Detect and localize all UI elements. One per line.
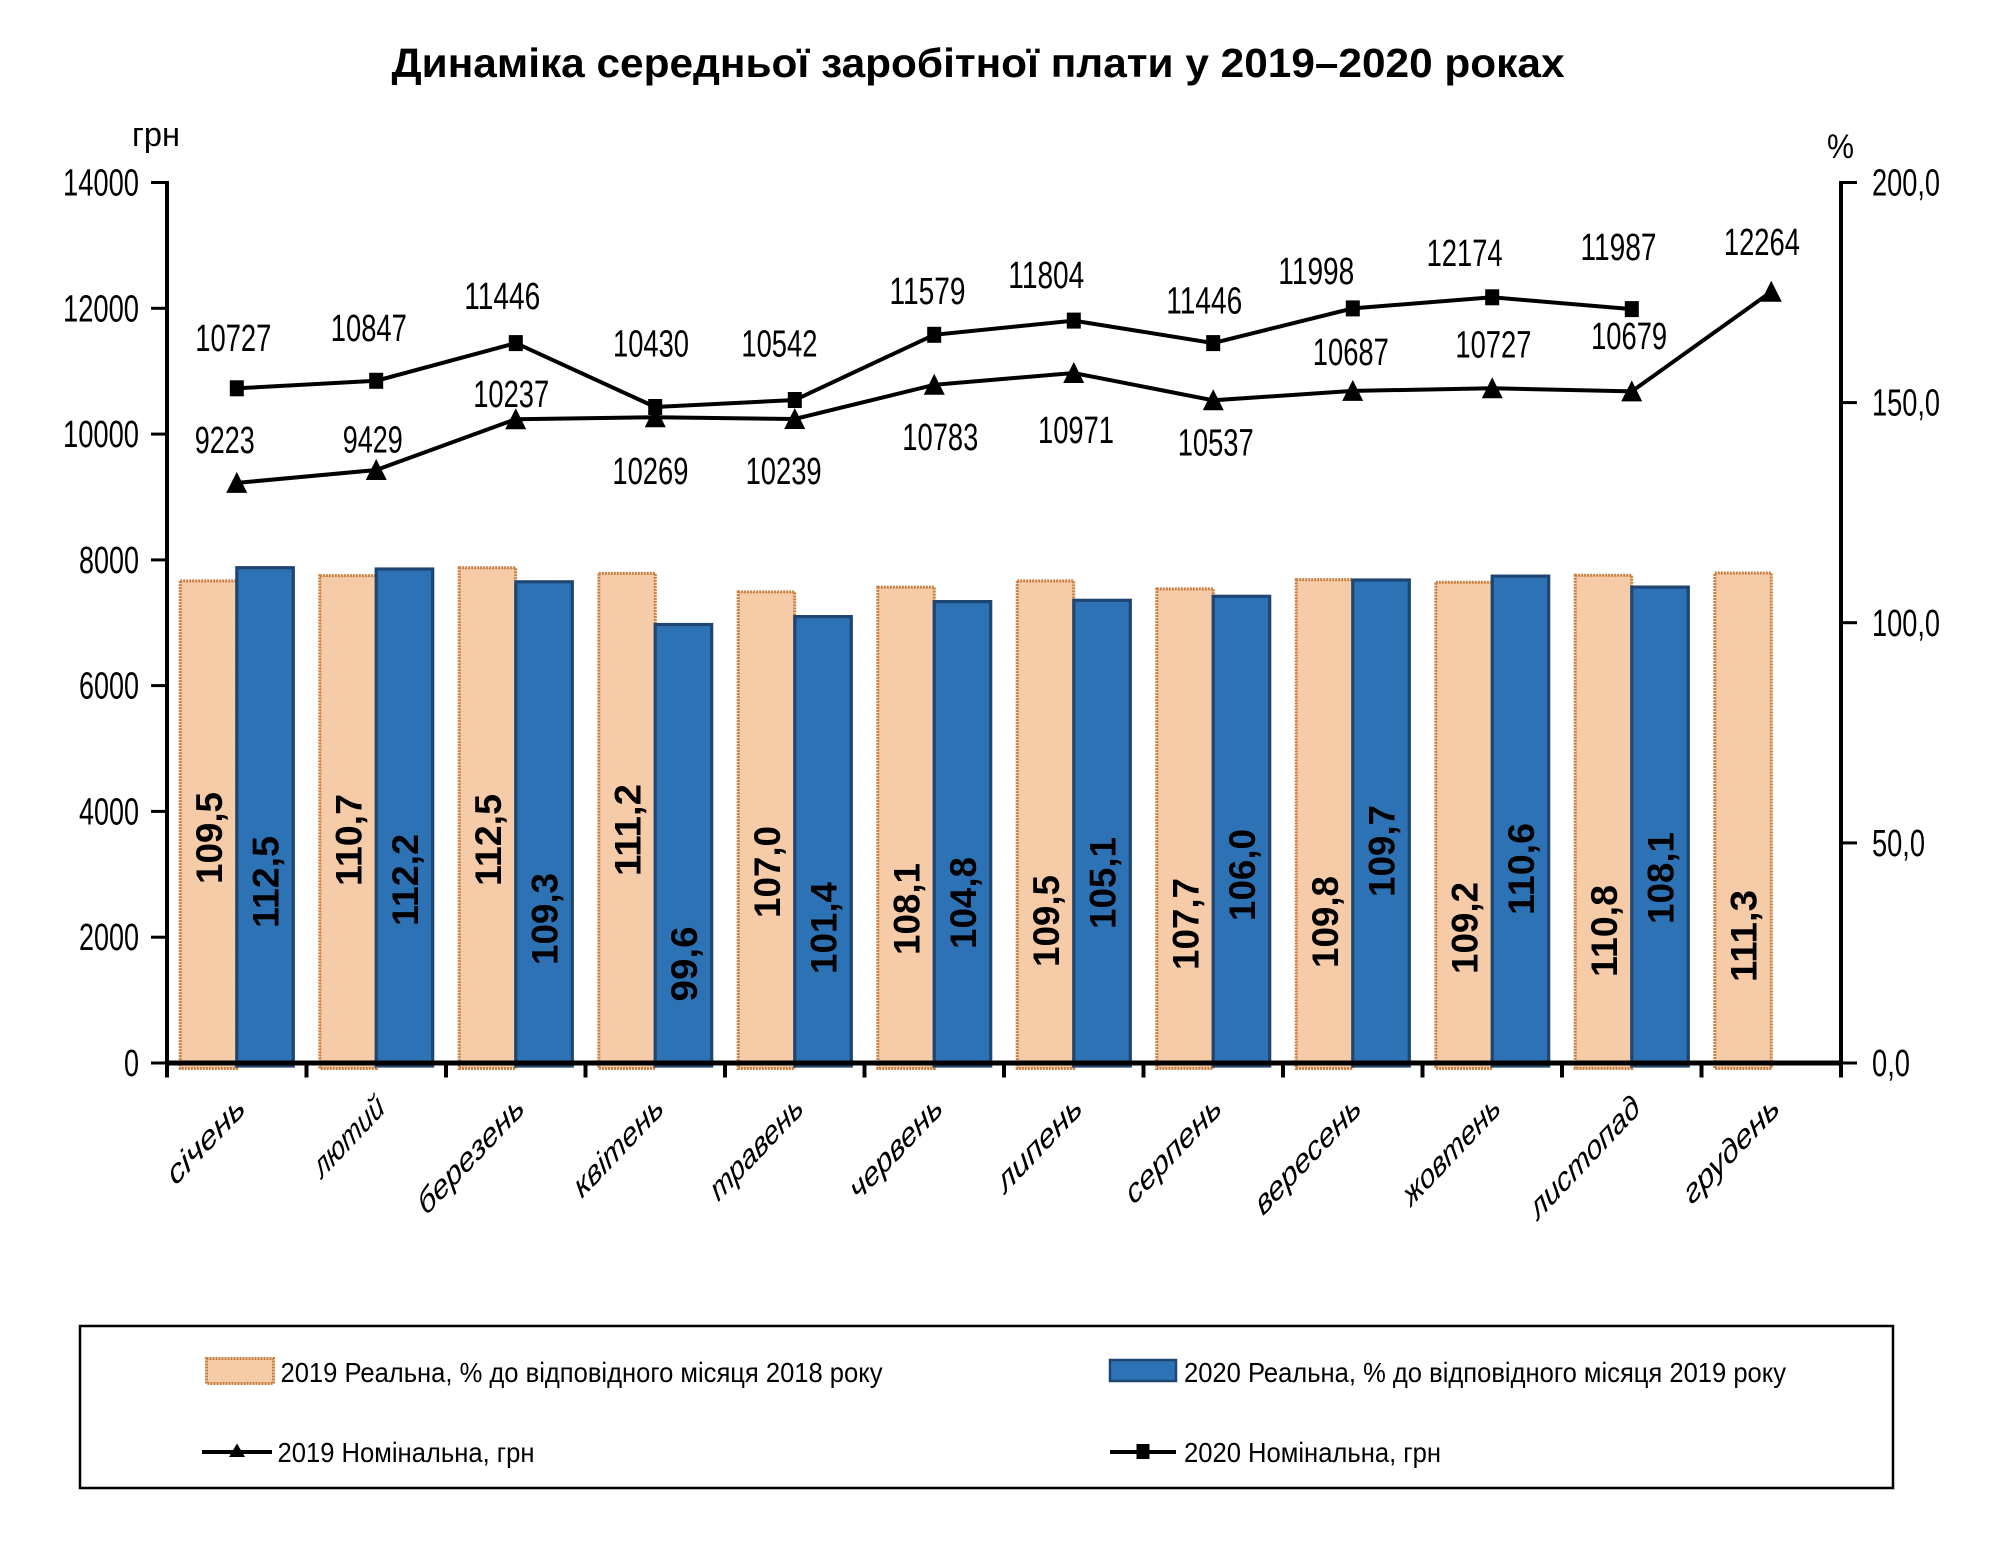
- svg-text:112,5: 112,5: [246, 836, 287, 928]
- svg-text:4000: 4000: [79, 791, 139, 833]
- svg-text:0,0: 0,0: [1872, 1043, 1910, 1085]
- svg-text:109,5: 109,5: [1026, 875, 1067, 967]
- svg-text:%: %: [1827, 128, 1854, 166]
- svg-text:10537: 10537: [1178, 423, 1254, 465]
- svg-text:12174: 12174: [1427, 233, 1503, 275]
- svg-text:200,0: 200,0: [1872, 163, 1940, 205]
- svg-text:99,6: 99,6: [664, 927, 705, 1002]
- svg-text:10542: 10542: [741, 324, 817, 366]
- svg-text:107,0: 107,0: [747, 826, 788, 918]
- svg-text:112,5: 112,5: [468, 794, 509, 886]
- svg-text:10000: 10000: [63, 414, 139, 456]
- svg-text:10783: 10783: [902, 417, 978, 459]
- svg-text:10239: 10239: [746, 451, 822, 493]
- svg-text:109,7: 109,7: [1362, 805, 1403, 897]
- svg-text:10687: 10687: [1313, 332, 1389, 374]
- svg-text:112,2: 112,2: [385, 834, 426, 926]
- svg-text:10971: 10971: [1038, 410, 1114, 452]
- svg-text:11804: 11804: [1008, 255, 1084, 297]
- svg-text:50,0: 50,0: [1872, 823, 1925, 865]
- svg-text:108,1: 108,1: [887, 863, 928, 955]
- svg-text:100,0: 100,0: [1872, 603, 1940, 645]
- svg-text:10237: 10237: [473, 374, 549, 416]
- svg-text:14000: 14000: [63, 163, 139, 205]
- svg-text:109,5: 109,5: [189, 792, 230, 884]
- svg-text:10430: 10430: [613, 324, 689, 366]
- svg-text:109,2: 109,2: [1445, 882, 1486, 974]
- svg-text:2019 Реальна, % до відповідног: 2019 Реальна, % до відповідного місяця 2…: [281, 1357, 883, 1388]
- svg-text:10847: 10847: [331, 308, 407, 350]
- svg-text:101,4: 101,4: [804, 882, 845, 974]
- svg-text:12264: 12264: [1724, 222, 1800, 264]
- svg-text:12000: 12000: [63, 288, 139, 330]
- svg-text:6000: 6000: [79, 666, 139, 708]
- svg-text:106,0: 106,0: [1222, 829, 1263, 921]
- svg-text:109,8: 109,8: [1305, 876, 1346, 968]
- svg-text:11579: 11579: [890, 271, 966, 313]
- svg-text:10727: 10727: [1455, 325, 1531, 367]
- svg-text:2020 Номінальна, грн: 2020 Номінальна, грн: [1184, 1437, 1441, 1468]
- svg-text:11446: 11446: [464, 276, 540, 318]
- svg-text:111,2: 111,2: [608, 784, 649, 876]
- svg-text:2020 Реальна, % до відповідног: 2020 Реальна, % до відповідного місяця 2…: [1184, 1357, 1786, 1388]
- svg-text:11987: 11987: [1581, 227, 1657, 269]
- svg-text:110,7: 110,7: [329, 794, 370, 886]
- svg-text:105,1: 105,1: [1083, 837, 1124, 929]
- svg-text:110,8: 110,8: [1584, 885, 1625, 977]
- svg-text:9223: 9223: [195, 420, 255, 462]
- svg-text:10727: 10727: [195, 318, 271, 360]
- svg-text:Динаміка середньої заробітної: Динаміка середньої заробітної плати у 20…: [392, 40, 1565, 86]
- svg-text:104,8: 104,8: [943, 857, 984, 949]
- svg-text:107,7: 107,7: [1166, 878, 1207, 970]
- svg-text:109,3: 109,3: [525, 873, 566, 965]
- svg-text:10269: 10269: [612, 451, 688, 493]
- svg-text:2000: 2000: [79, 917, 139, 959]
- svg-text:111,3: 111,3: [1724, 890, 1765, 982]
- svg-text:11446: 11446: [1166, 281, 1242, 323]
- svg-text:110,6: 110,6: [1501, 823, 1542, 915]
- svg-text:9429: 9429: [343, 419, 403, 461]
- svg-text:2019 Номінальна, грн: 2019 Номінальна, грн: [278, 1437, 535, 1468]
- svg-text:150,0: 150,0: [1872, 383, 1940, 425]
- svg-text:108,1: 108,1: [1641, 832, 1682, 924]
- svg-text:10679: 10679: [1591, 316, 1667, 358]
- svg-text:11998: 11998: [1278, 251, 1354, 293]
- svg-text:0: 0: [124, 1043, 139, 1085]
- svg-text:8000: 8000: [79, 540, 139, 582]
- svg-text:грн: грн: [132, 116, 180, 154]
